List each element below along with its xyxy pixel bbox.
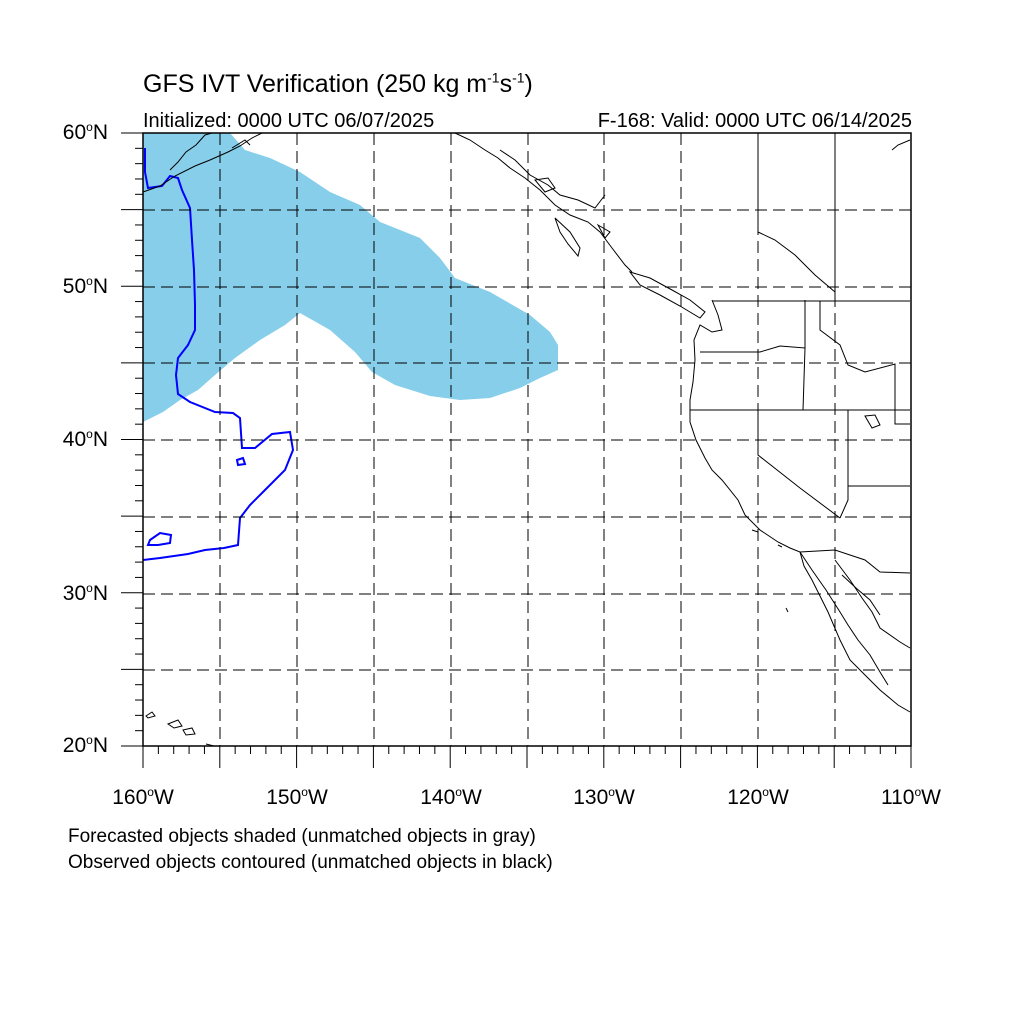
valid-time-label: F-168: Valid: 0000 UTC 06/14/2025 (597, 110, 912, 132)
map-frame (142, 132, 912, 747)
observed-ivt-contour-small-2 (146, 531, 173, 546)
forecast-legend-note: Forecasted objects shaded (unmatched obj… (68, 826, 536, 847)
lon-label-150w: 150oW (266, 785, 328, 809)
lon-label-130w: 130oW (573, 785, 635, 809)
observed-legend-note: Observed objects contoured (unmatched ob… (68, 852, 553, 873)
lon-label-140w: 140oW (420, 785, 482, 809)
lat-lon-grid (143, 133, 911, 746)
lat-label-30: 30oN (62, 581, 108, 605)
lat-label-60: 60oN (62, 120, 108, 144)
lat-label-50: 50oN (62, 274, 108, 298)
observed-ivt-contour-small (235, 456, 247, 467)
lat-label-40: 40oN (62, 427, 108, 451)
axis-ticks (121, 132, 912, 768)
lat-label-20: 20oN (62, 733, 108, 757)
observed-ivt-contour (142, 148, 295, 561)
forecast-ivt-object (143, 133, 558, 422)
lon-label-120w: 120oW (727, 785, 789, 809)
map-title: GFS IVT Verification (250 kg m-1s-1) (143, 69, 533, 98)
initialized-label: Initialized: 0000 UTC 06/07/2025 (143, 110, 435, 132)
lon-label-110w: 110oW (881, 785, 941, 809)
lon-label-160w: 160oW (112, 785, 174, 809)
